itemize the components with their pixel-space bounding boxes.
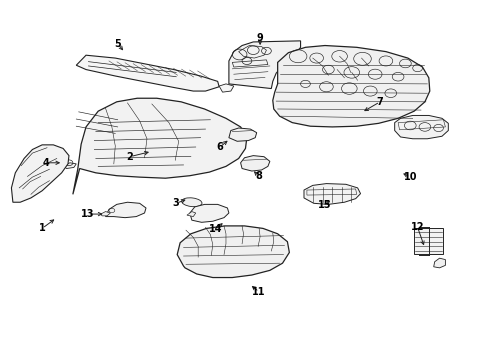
Text: 14: 14 [208, 225, 222, 234]
PathPatch shape [63, 163, 76, 168]
Text: 10: 10 [403, 172, 416, 182]
Text: 13: 13 [81, 209, 94, 219]
PathPatch shape [228, 128, 256, 141]
PathPatch shape [413, 228, 443, 253]
PathPatch shape [177, 226, 289, 278]
PathPatch shape [304, 184, 360, 204]
Text: 11: 11 [252, 287, 265, 297]
Text: 15: 15 [318, 200, 331, 210]
PathPatch shape [11, 145, 69, 202]
Text: 3: 3 [172, 198, 179, 208]
PathPatch shape [272, 45, 429, 127]
Text: 1: 1 [39, 224, 45, 233]
PathPatch shape [73, 98, 246, 194]
PathPatch shape [186, 212, 195, 217]
Text: 8: 8 [255, 171, 262, 181]
PathPatch shape [228, 41, 300, 89]
Text: 2: 2 [126, 152, 133, 162]
PathPatch shape [433, 258, 445, 268]
PathPatch shape [240, 156, 269, 171]
PathPatch shape [105, 202, 146, 218]
PathPatch shape [76, 55, 219, 91]
Text: 6: 6 [216, 142, 223, 152]
Text: 5: 5 [114, 39, 121, 49]
Text: 4: 4 [42, 158, 49, 168]
Text: 7: 7 [376, 97, 383, 107]
PathPatch shape [189, 204, 228, 222]
PathPatch shape [101, 212, 110, 216]
PathPatch shape [219, 84, 233, 92]
PathPatch shape [394, 116, 447, 139]
Text: 12: 12 [410, 222, 424, 232]
Ellipse shape [182, 198, 202, 207]
Text: 9: 9 [256, 33, 263, 43]
